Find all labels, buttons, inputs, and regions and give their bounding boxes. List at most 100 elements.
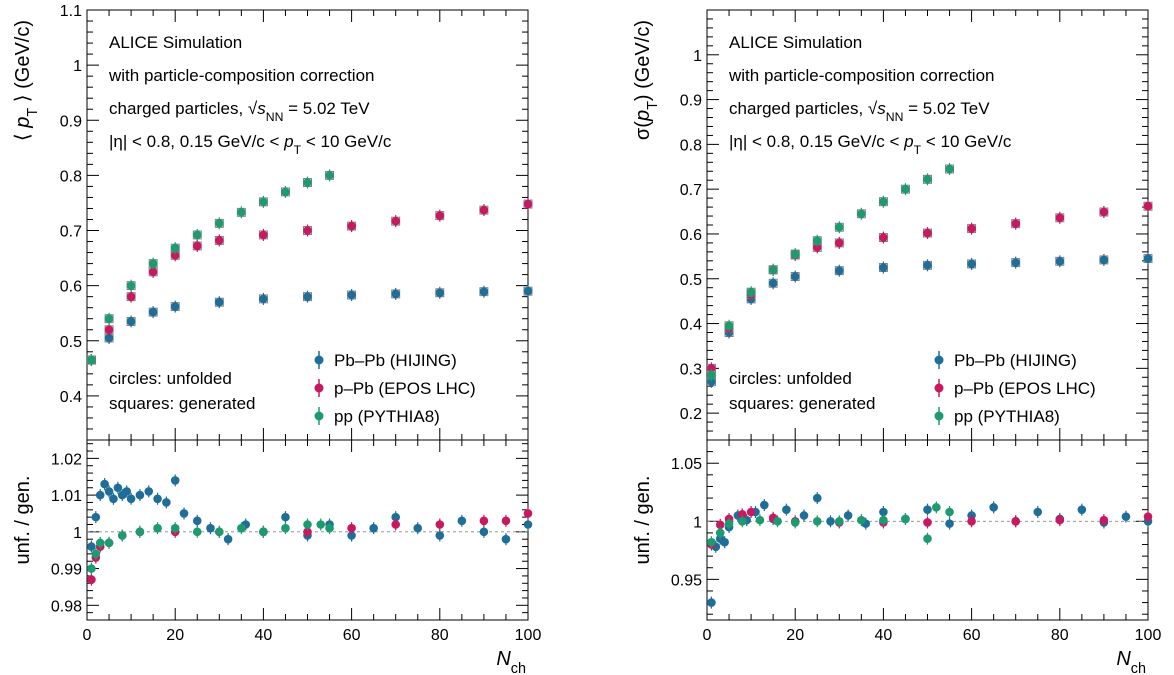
data-point bbox=[347, 531, 356, 540]
data-point bbox=[192, 516, 202, 526]
data-point bbox=[347, 221, 356, 231]
data-point bbox=[325, 171, 334, 180]
data-point bbox=[826, 516, 835, 526]
data-point bbox=[799, 511, 809, 520]
panel-right-lower: 0 20 40 60 80 100 Nch 0.95 1 1.05 unf. / gen. bbox=[632, 439, 1161, 675]
y-tick-label: 0.5 bbox=[680, 272, 702, 289]
data-point bbox=[812, 236, 822, 245]
panel-left-lower: 0 20 40 60 80 100 Nch 0.98 0.99 1 1.01 1.02 unf. / g… bbox=[12, 439, 542, 675]
data-point bbox=[901, 514, 910, 524]
data-point bbox=[109, 494, 118, 504]
data-point bbox=[835, 222, 844, 232]
data-point bbox=[1055, 515, 1065, 525]
data-point bbox=[303, 520, 312, 529]
data-point bbox=[707, 377, 716, 387]
x-tick-label: 0 bbox=[83, 627, 92, 644]
y-tick-label: 0.95 bbox=[671, 572, 702, 589]
data-point bbox=[87, 564, 96, 573]
data-point bbox=[1055, 213, 1065, 223]
data-point bbox=[857, 515, 866, 525]
data-point bbox=[435, 211, 445, 220]
data-point bbox=[746, 507, 756, 517]
data-point bbox=[715, 520, 725, 530]
data-point bbox=[316, 520, 326, 529]
data-point bbox=[790, 272, 800, 281]
y-tick-label: 1.01 bbox=[51, 488, 82, 505]
data-point bbox=[923, 261, 932, 270]
data-point bbox=[923, 505, 932, 514]
data-point bbox=[122, 487, 131, 496]
legend-entry: Pb–Pb (HIJING) bbox=[334, 351, 457, 370]
series-1 bbox=[86, 198, 533, 367]
y-tick-label: 1.05 bbox=[671, 456, 702, 473]
data-point bbox=[967, 259, 976, 269]
data-point bbox=[435, 531, 445, 540]
data-point bbox=[479, 527, 489, 537]
data-point bbox=[170, 476, 180, 485]
y-tick-label: 0.6 bbox=[60, 279, 82, 296]
data-point bbox=[945, 507, 954, 517]
data-point bbox=[879, 263, 888, 272]
data-point bbox=[1099, 255, 1109, 265]
data-point bbox=[281, 187, 290, 197]
legend-entry: pp (PYTHIA8) bbox=[334, 407, 440, 426]
data-point bbox=[126, 317, 136, 326]
data-point bbox=[87, 542, 96, 551]
legend-entry: p–Pb (EPOS LHC) bbox=[954, 379, 1096, 398]
legend-marker bbox=[934, 383, 944, 393]
note-line: circles: unfolded bbox=[729, 369, 852, 388]
data-point bbox=[501, 516, 511, 526]
y-tick-label: 0.2 bbox=[680, 406, 702, 423]
series-2 bbox=[707, 501, 954, 549]
data-point bbox=[707, 537, 716, 547]
x-tick-label: 60 bbox=[963, 627, 981, 644]
data-point bbox=[755, 515, 765, 525]
y-tick-label: 0.5 bbox=[60, 334, 82, 351]
data-point bbox=[435, 520, 445, 529]
series-2 bbox=[87, 518, 334, 575]
data-point bbox=[162, 498, 171, 507]
y-tick-label: 0.8 bbox=[680, 137, 702, 154]
data-point bbox=[1143, 254, 1153, 263]
data-point bbox=[303, 226, 312, 235]
data-point bbox=[790, 249, 800, 259]
data-point bbox=[170, 251, 180, 260]
data-point bbox=[1055, 256, 1065, 266]
data-point bbox=[1099, 515, 1109, 525]
data-point bbox=[523, 286, 533, 296]
x-tick-label: 0 bbox=[703, 627, 712, 644]
data-point bbox=[879, 507, 888, 517]
data-point bbox=[707, 364, 716, 373]
series-2 bbox=[706, 163, 954, 382]
data-point bbox=[720, 537, 729, 547]
y-tick-label: 1 bbox=[693, 48, 702, 65]
y-tick-label: 0.4 bbox=[60, 389, 82, 406]
data-point bbox=[104, 333, 114, 343]
x-tick-label: 60 bbox=[343, 627, 361, 644]
y-tick-label: 0.7 bbox=[680, 182, 702, 199]
data-point bbox=[192, 230, 202, 240]
data-point bbox=[523, 520, 533, 529]
data-point bbox=[259, 527, 268, 537]
annotation-line: |η| < 0.8, 0.15 GeV/c < pT < 10 GeV/c bbox=[729, 132, 1012, 157]
data-point bbox=[737, 516, 747, 526]
note-line: circles: unfolded bbox=[109, 369, 232, 388]
y-tick-label: 0.7 bbox=[60, 224, 82, 241]
x-tick-label: 20 bbox=[786, 627, 804, 644]
data-point bbox=[237, 523, 246, 533]
y-tick-label: 1 bbox=[73, 525, 82, 542]
data-point bbox=[347, 290, 356, 300]
data-point bbox=[170, 523, 180, 533]
data-point bbox=[206, 523, 215, 533]
data-point bbox=[1011, 219, 1020, 228]
data-point bbox=[135, 527, 145, 537]
series-0 bbox=[87, 474, 533, 553]
data-point bbox=[325, 523, 334, 533]
note-line: squares: generated bbox=[109, 394, 256, 413]
x-tick-label: 20 bbox=[166, 627, 184, 644]
data-point bbox=[707, 370, 716, 380]
data-point bbox=[724, 321, 734, 331]
x-tick-label: 100 bbox=[515, 627, 542, 644]
y-tick-label: 0.99 bbox=[51, 562, 82, 579]
data-point bbox=[923, 534, 932, 544]
